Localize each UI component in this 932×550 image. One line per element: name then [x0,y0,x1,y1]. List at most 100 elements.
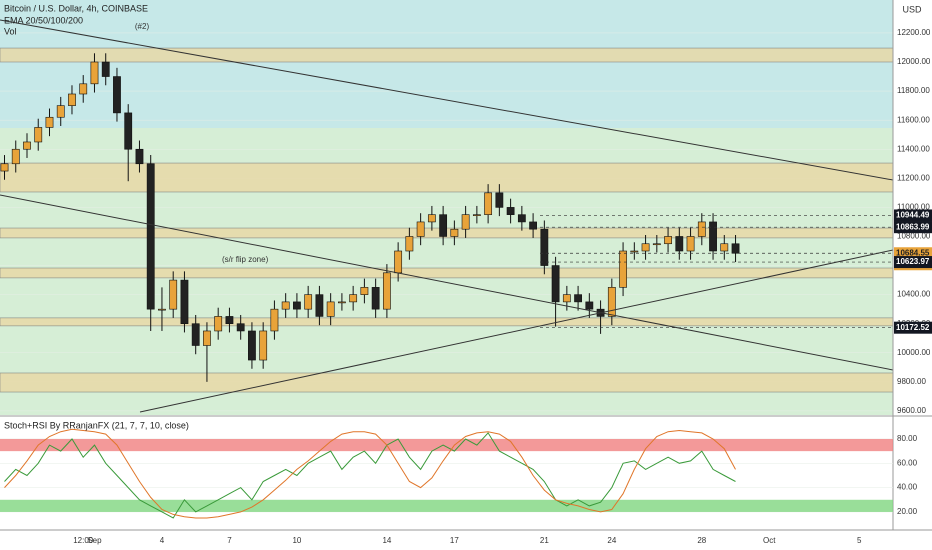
candle-body [79,83,88,95]
y-tick-label: 20.00 [897,507,918,516]
candle-body [427,214,436,223]
candle-body [675,236,684,252]
price-tag-label: 10684.55 [896,248,930,257]
sr-zone [0,47,894,63]
candle-body [0,163,9,172]
candle-body [248,330,256,361]
y-tick-label: 12000.00 [897,57,931,66]
candle-body [68,93,76,106]
y-tick-label: 10400.00 [897,290,931,299]
candle-body [686,236,695,252]
candle-body [517,214,526,223]
candle-body [236,323,245,332]
y-tick-label: 9800.00 [897,377,926,386]
x-tick-label: 28 [697,536,706,545]
price-tag [894,247,932,260]
candle-body [360,287,369,295]
price-tag [894,256,932,269]
candle-body [709,221,717,252]
candle-body [562,294,571,303]
stoch-pane: 20.00 40.00 60.00 80.00 [0,428,918,519]
candle-body [506,207,515,215]
volume-label: Vol [4,26,17,36]
candle-body [495,192,504,208]
sr-zone [0,317,894,327]
candle-body [664,236,672,245]
candle-body [371,287,380,310]
symbol-title: Bitcoin / U.S. Dollar, 4h, COINBASE [4,3,148,13]
candle-body [338,301,346,304]
y-tick-label: 11800.00 [897,86,930,95]
candle-body [349,294,358,303]
ema-label: EMA 20/50/100/200 [4,15,83,25]
candle-body [203,330,211,346]
indicator-line [4,432,736,519]
price-tag [894,321,932,334]
y-tick-label: 11200.00 [897,173,930,182]
candle-body [113,76,121,114]
price-pane: 9600.009800.0010000.0010200.0010400.0010… [0,28,932,415]
currency-label: USD [902,4,922,14]
x-tick-label: 10 [292,536,301,545]
candle-body [461,214,470,230]
candle-body [259,330,268,361]
y-tick-label: 60.00 [897,458,918,467]
candle-body [146,163,155,310]
y-tick-label: 11400.00 [897,144,930,153]
trend-line [0,194,894,371]
y-tick-label: 11600.00 [897,115,930,124]
indicator-title: Stoch+RSI By RRanjanFX (21, 7, 7, 10, cl… [4,420,189,430]
candle-body [214,316,223,332]
x-tick-label: 21 [540,536,549,545]
y-tick-label: 10800.00 [897,232,931,241]
candle-body [630,250,639,253]
candle-body [439,214,448,237]
x-tick-label: 14 [382,536,391,545]
candle-body [11,148,20,165]
price-tag [894,221,932,234]
sr-zone [0,162,894,193]
candle-body [34,127,43,143]
candle-body [416,221,425,237]
candle-body [326,301,335,317]
candle-body [641,243,650,252]
trend-line [139,249,894,413]
price-tag-label: 10172.52 [896,323,930,332]
candle-body [225,316,234,324]
candle-body [293,301,301,310]
candle-body [405,236,414,252]
candle-body [23,141,31,150]
candle-body [484,192,493,215]
candle-body [472,214,481,216]
candle-body [450,228,459,237]
candle-body [158,308,166,311]
y-tick-label: 40.00 [897,483,918,492]
x-tick-label: 12:00 [73,536,94,545]
x-tick-label: 17 [450,536,459,545]
y-tick-label: 11000.00 [897,203,930,212]
candle-body [281,301,290,310]
price-tag-label: 10623.97 [896,257,930,266]
price-tag-label: 10863.99 [896,222,930,231]
annotation: (s/r flip zone) [222,255,269,264]
candle-body [652,243,661,246]
x-tick-label: Sep [87,536,102,545]
candle-body [529,221,537,230]
candle-body [540,228,549,266]
x-tick-label: 4 [160,536,165,545]
y-tick-label: 12200.00 [897,28,931,37]
candle-body [697,221,706,237]
candle-body [382,272,391,310]
y-tick-label: 10000.00 [897,348,931,357]
candle-body [720,243,729,252]
candle-body [731,243,740,254]
candle-body [45,116,54,128]
sr-zone [0,267,894,279]
x-tick-label: 7 [227,536,232,545]
candle-body [90,61,99,85]
candle-body [135,148,144,165]
candle-body [101,61,110,77]
candle-body [169,279,178,310]
candle-body [394,250,403,274]
